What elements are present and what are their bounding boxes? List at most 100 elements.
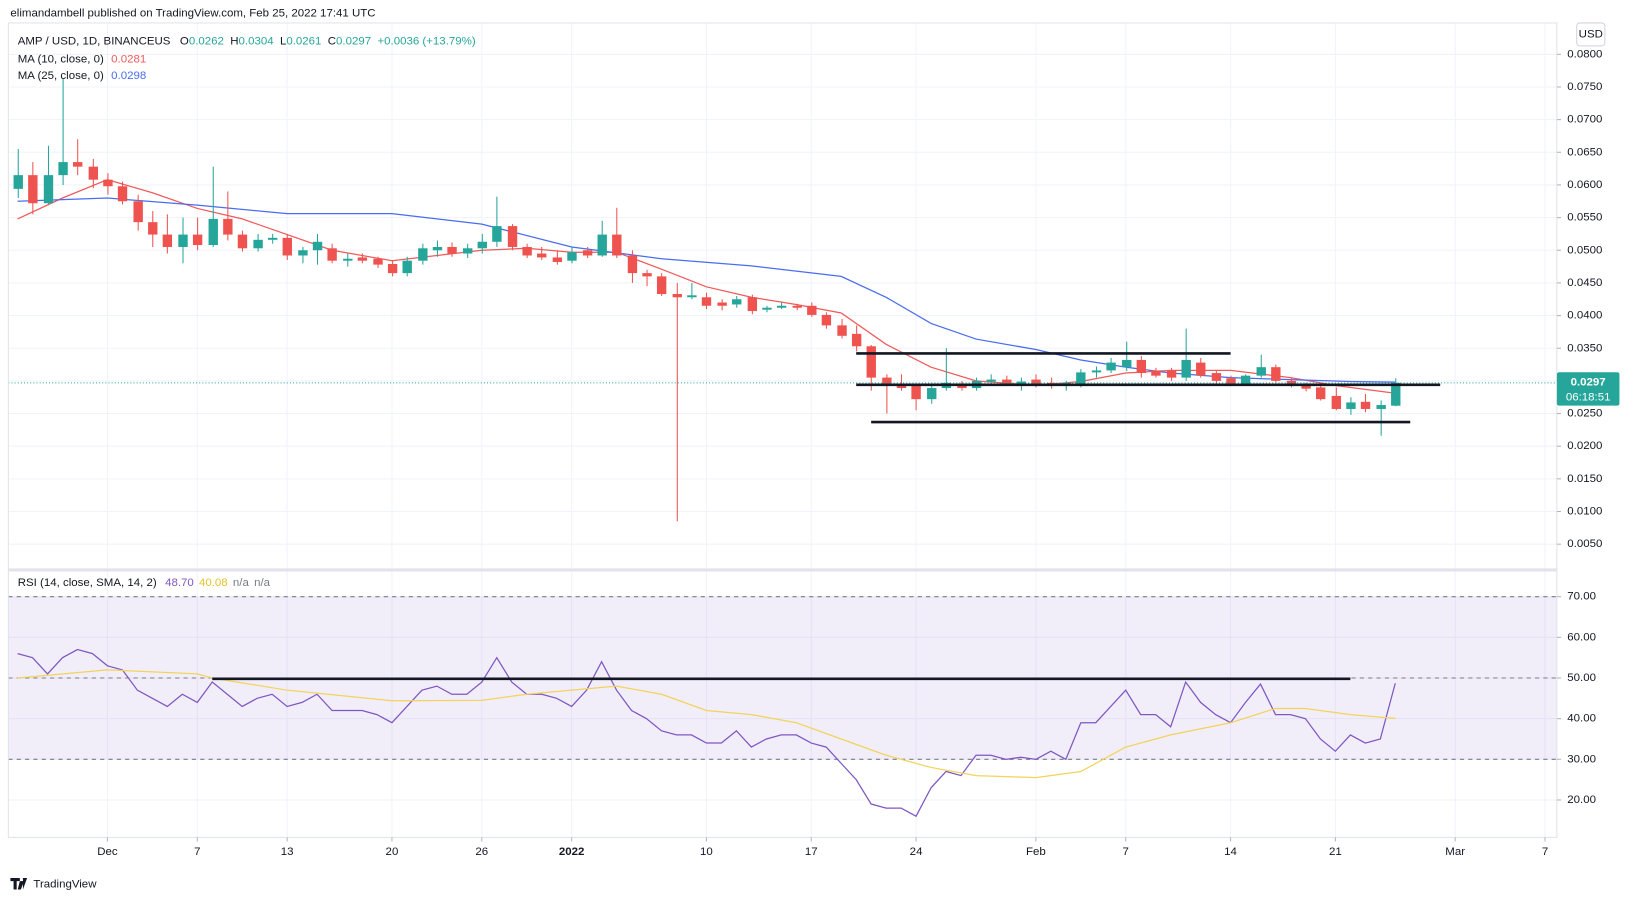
legend-value: 48.70: [165, 577, 194, 589]
x-tick-label: 10: [700, 846, 713, 858]
y-tick-label: 0.0800: [1567, 48, 1602, 60]
candle-body: [462, 248, 473, 254]
brand: TradingView: [33, 878, 97, 890]
y-tick-label: 0.0650: [1567, 146, 1602, 158]
o-label: O: [180, 36, 189, 48]
candle-body: [492, 226, 502, 242]
c-value: 0.0297: [336, 36, 371, 48]
x-tick-label: 7: [1123, 846, 1129, 858]
candle-body: [866, 346, 876, 378]
candle-body: [58, 162, 68, 176]
candle-body: [1151, 370, 1161, 376]
candle-body: [627, 255, 638, 274]
legend-value: n/a: [254, 577, 271, 589]
candle-body: [1016, 381, 1027, 386]
candle-body: [223, 218, 233, 235]
x-tick-label: 21: [1329, 846, 1342, 858]
candle-body: [522, 246, 532, 256]
h-label: H: [230, 36, 238, 48]
candle-body: [298, 250, 308, 256]
candle-body: [432, 246, 443, 251]
candle-body: [1211, 373, 1222, 381]
x-tick-label: 13: [281, 846, 294, 858]
legend-name: MA (25, close, 0): [18, 70, 104, 82]
x-tick-label: 26: [475, 846, 488, 858]
logo: [10, 878, 28, 890]
legend-value: n/a: [233, 577, 250, 589]
candle-body: [851, 333, 862, 347]
candle-body: [1002, 379, 1012, 384]
currency[interactable]: USD: [1579, 28, 1603, 40]
y-tick-label: 0.0400: [1567, 310, 1602, 322]
candle-body: [133, 201, 143, 223]
candle-body: [837, 325, 847, 336]
candle-body: [701, 297, 712, 306]
candle-body: [1331, 395, 1342, 409]
rsi-pane: [8, 596, 1557, 818]
candle-body: [552, 257, 563, 263]
candle-body: [43, 175, 54, 204]
currency-box[interactable]: [1576, 22, 1606, 47]
legend-ma25: MA (25, close, 0) 0.0298: [18, 70, 147, 82]
candle-body: [567, 252, 577, 261]
x-tick-label: 14: [1224, 846, 1237, 858]
candle-body: [192, 234, 203, 246]
candle-body: [13, 175, 23, 189]
candle-body: [582, 250, 593, 256]
symbol: AMP / USD, 1D, BINANCEUS: [18, 36, 171, 48]
y-tick-label: 0.0050: [1567, 538, 1602, 550]
series-line: [17, 648, 1396, 818]
legend-value: 0.0298: [111, 70, 146, 82]
candle-body: [1106, 362, 1116, 371]
candle-body: [1076, 372, 1086, 386]
price-tag-time: 06:18:51: [1566, 391, 1611, 403]
x-tick-label: 24: [910, 846, 923, 858]
y-tick-label: 0.0200: [1567, 440, 1602, 452]
rsi-title: RSI (14, close, SMA, 14, 2): [18, 577, 157, 589]
candle-body: [672, 294, 682, 298]
candle-body: [1031, 379, 1041, 386]
candle-body: [402, 260, 412, 274]
x-tick-label: 2022: [559, 846, 585, 858]
h-value: 0.0304: [239, 36, 275, 48]
candle-body: [1136, 359, 1147, 374]
candle-body: [642, 273, 652, 277]
currency-button[interactable]: USD: [1576, 22, 1606, 47]
candle-body: [327, 248, 337, 261]
candle-body: [237, 234, 248, 249]
candle-body: [1360, 401, 1371, 409]
y-tick-label: 70.00: [1567, 591, 1596, 603]
y-tick-label: 30.00: [1567, 753, 1596, 765]
candle-body: [1091, 370, 1102, 373]
candle-body: [927, 388, 937, 400]
candle-body: [507, 226, 518, 247]
candle-body: [1240, 375, 1251, 384]
candle-body: [1315, 387, 1326, 400]
c-label: C: [328, 36, 336, 48]
legend-ma10: MA (10, close, 0) 0.0281: [18, 53, 147, 65]
candle-body: [537, 253, 547, 258]
candle-body: [148, 222, 158, 235]
candle-body: [103, 179, 113, 187]
y-tick-label: 0.0450: [1567, 277, 1602, 289]
candle-body: [117, 186, 128, 202]
x-tick-label: Feb: [1026, 846, 1046, 858]
pane-border: [7, 22, 1558, 838]
legend-name: MA (10, close, 0): [18, 53, 104, 65]
price-pane: [8, 78, 1557, 522]
y-tick-label: 0.0750: [1567, 81, 1602, 93]
y-tick-label: 60.00: [1567, 631, 1596, 643]
candle-body: [1376, 405, 1386, 409]
y-tick-label: 40.00: [1567, 713, 1596, 725]
candle-body: [1196, 362, 1206, 376]
x-tick-label: 7: [1542, 846, 1548, 858]
candle-body: [208, 218, 218, 246]
candle-body: [387, 263, 398, 274]
y-tick-label: 50.00: [1567, 672, 1596, 684]
l-value: 0.0261: [286, 36, 321, 48]
candle-body: [418, 248, 428, 261]
candle-body: [1122, 359, 1132, 368]
candle-body: [1166, 370, 1177, 378]
